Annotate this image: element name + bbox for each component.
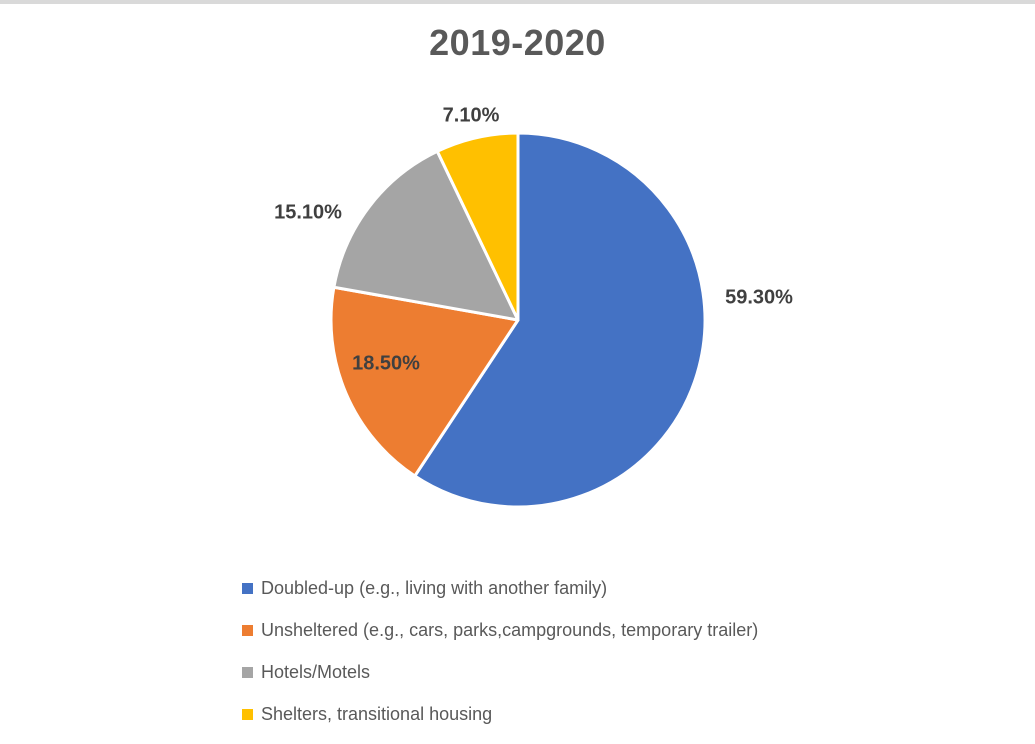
slice-label-shelters: 7.10% — [442, 104, 500, 127]
chart-legend: Doubled-up (e.g., living with another fa… — [242, 567, 758, 735]
legend-swatch-unsheltered — [242, 624, 253, 636]
legend-label-hotels-motels: Hotels/Motels — [261, 661, 371, 682]
legend-item-unsheltered: Unsheltered (e.g., cars, parks,campgroun… — [242, 609, 758, 651]
slice-label-doubled-up: 59.30% — [725, 286, 793, 309]
legend-label-shelters: Shelters, transitional housing — [261, 703, 493, 724]
pie-slice-1 — [329, 285, 520, 478]
legend-item-doubled-up: Doubled-up (e.g., living with another fa… — [242, 567, 758, 609]
legend-item-shelters: Shelters, transitional housing — [242, 693, 758, 735]
pie-slice-0 — [413, 131, 707, 509]
pie-slice-3 — [435, 131, 520, 322]
legend-item-hotels-motels: Hotels/Motels — [242, 651, 758, 693]
legend-swatch-doubled-up — [242, 582, 253, 594]
legend-swatch-hotels-motels — [242, 666, 253, 678]
legend-swatch-shelters — [242, 708, 253, 720]
window-top-edge — [0, 0, 1035, 4]
slice-label-unsheltered: 18.50% — [352, 352, 420, 375]
pie-slice-2 — [332, 149, 520, 322]
slice-label-hotels-motels: 15.10% — [274, 201, 342, 224]
chart-title: 2019-2020 — [429, 22, 606, 63]
legend-label-doubled-up: Doubled-up (e.g., living with another fa… — [261, 577, 608, 598]
legend-label-unsheltered: Unsheltered (e.g., cars, parks,campgroun… — [261, 619, 759, 640]
